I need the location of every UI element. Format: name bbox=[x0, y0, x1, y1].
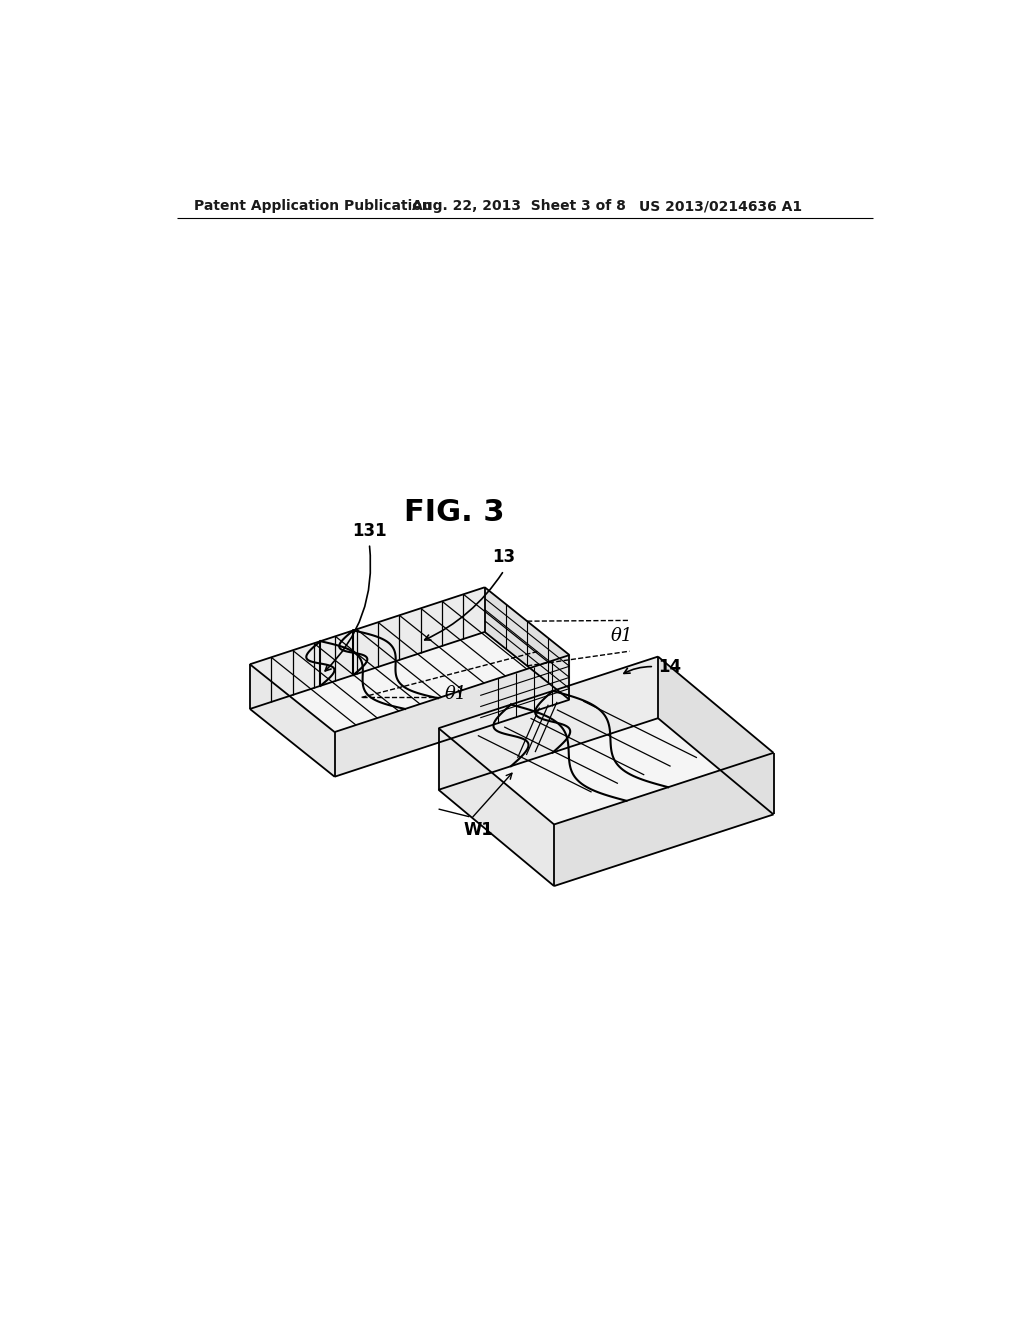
Polygon shape bbox=[250, 587, 569, 733]
Polygon shape bbox=[438, 656, 773, 825]
Polygon shape bbox=[335, 655, 569, 776]
Polygon shape bbox=[658, 656, 773, 814]
Text: Aug. 22, 2013  Sheet 3 of 8: Aug. 22, 2013 Sheet 3 of 8 bbox=[412, 199, 626, 213]
Polygon shape bbox=[438, 729, 554, 886]
Text: US 2013/0214636 A1: US 2013/0214636 A1 bbox=[639, 199, 802, 213]
Text: W1: W1 bbox=[464, 821, 494, 840]
Polygon shape bbox=[250, 587, 484, 709]
Text: θ1: θ1 bbox=[444, 685, 467, 702]
Polygon shape bbox=[438, 656, 658, 789]
Text: 14: 14 bbox=[658, 657, 681, 676]
Polygon shape bbox=[554, 752, 773, 886]
Text: Patent Application Publication: Patent Application Publication bbox=[194, 199, 431, 213]
Text: 131: 131 bbox=[352, 521, 387, 540]
Polygon shape bbox=[250, 664, 335, 776]
Text: θ1: θ1 bbox=[610, 627, 633, 644]
Polygon shape bbox=[484, 587, 569, 700]
Text: FIG. 3: FIG. 3 bbox=[403, 498, 504, 527]
Text: 13: 13 bbox=[493, 549, 515, 566]
